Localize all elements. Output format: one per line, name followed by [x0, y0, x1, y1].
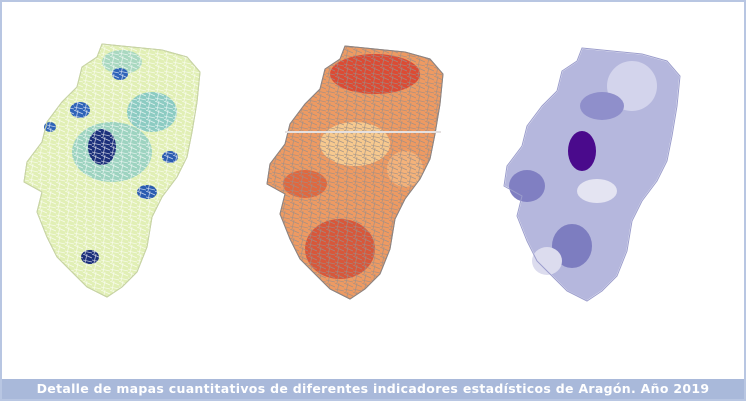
maps: [23, 43, 681, 302]
map-2: [266, 45, 444, 300]
caption: Detalle de mapas cuantitativos de difere…: [2, 379, 744, 399]
map-3: [503, 47, 681, 302]
map-1: [23, 43, 201, 298]
